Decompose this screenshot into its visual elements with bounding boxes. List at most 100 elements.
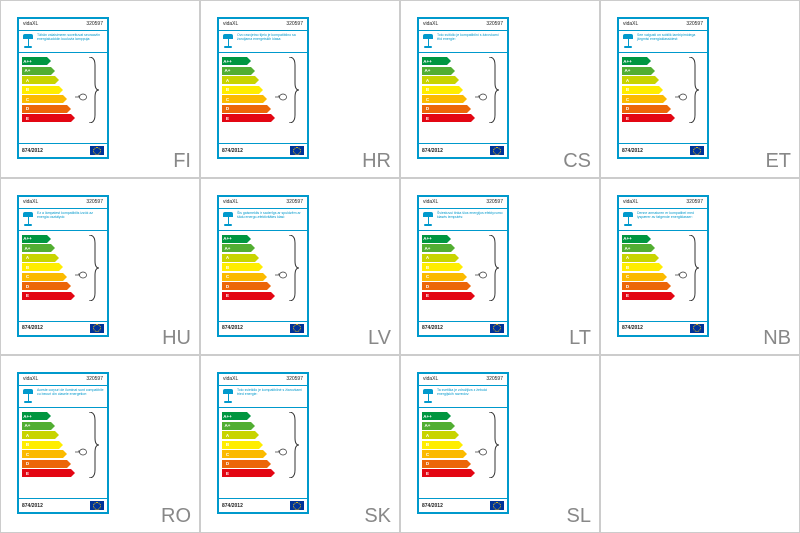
energy-bar-arrow bbox=[433, 263, 459, 271]
energy-bar-arrow bbox=[633, 282, 667, 290]
bracket-icon bbox=[687, 235, 699, 301]
model-text: 320597 bbox=[86, 199, 103, 205]
energy-bar-arrow bbox=[233, 450, 263, 458]
energy-label: vidaXL320597Šis gaismeklis ir saderīgs a… bbox=[217, 195, 309, 337]
energy-class-label: A+ bbox=[222, 422, 233, 430]
energy-bar-arrow bbox=[33, 412, 47, 420]
energy-bar-arrow bbox=[633, 263, 659, 271]
energy-bar-arrow bbox=[33, 273, 63, 281]
eu-flag-icon bbox=[290, 324, 304, 333]
energy-bar-arrow bbox=[633, 235, 647, 243]
energy-class-label: A++ bbox=[222, 57, 233, 65]
energy-bar-arrow bbox=[633, 67, 651, 75]
model-text: 320597 bbox=[286, 199, 303, 205]
energy-class-label: A+ bbox=[22, 244, 33, 252]
energy-class-label: E bbox=[422, 114, 433, 122]
description-text: Denne armaturen er kompatibel med lyspær… bbox=[637, 211, 704, 219]
energy-bar-arrow bbox=[633, 86, 659, 94]
energy-label: vidaXL320597Ta svetilka je združljiva z … bbox=[417, 372, 509, 514]
label-footer: 874/2012 bbox=[419, 143, 507, 157]
energy-class-label: C bbox=[22, 273, 33, 281]
bulb-icon bbox=[475, 89, 487, 99]
energy-class-label: A bbox=[22, 431, 33, 439]
model-text: 320597 bbox=[686, 199, 703, 205]
bulb-icon bbox=[475, 444, 487, 454]
bracket-icon bbox=[287, 235, 299, 301]
energy-class-label: A++ bbox=[222, 235, 233, 243]
model-text: 320597 bbox=[86, 376, 103, 382]
energy-class-label: A+ bbox=[422, 422, 433, 430]
energy-bar-arrow bbox=[33, 469, 71, 477]
energy-class-label: A++ bbox=[422, 57, 433, 65]
label-footer: 874/2012 bbox=[419, 321, 507, 335]
brand-text: vidaXL bbox=[223, 376, 238, 382]
description-row: Šviestuvui tinka šios energijos efektyvu… bbox=[419, 209, 507, 231]
brand-text: vidaXL bbox=[423, 21, 438, 27]
energy-chart: A++A+ABCDE bbox=[419, 408, 507, 498]
bulb-icon bbox=[275, 89, 287, 99]
label-footer: 874/2012 bbox=[419, 498, 507, 512]
energy-bar-arrow bbox=[33, 114, 71, 122]
bracket-icon bbox=[487, 235, 499, 301]
label-header: vidaXL320597 bbox=[219, 374, 307, 386]
model-text: 320597 bbox=[486, 199, 503, 205]
energy-bar-arrow bbox=[433, 244, 451, 252]
description-text: Ez a lámpatest kompatibilis izzók az ene… bbox=[37, 211, 104, 219]
label-footer: 874/2012 bbox=[19, 321, 107, 335]
energy-class-label: D bbox=[22, 105, 33, 113]
regulation-text: 874/2012 bbox=[222, 325, 243, 331]
bracket-icon bbox=[287, 412, 299, 478]
description-row: Toto svítidlo je kompatibilní s žárovkam… bbox=[419, 31, 507, 53]
language-code: SL bbox=[567, 505, 591, 528]
energy-label: vidaXL320597Aceste corpuri de iluminat s… bbox=[17, 372, 109, 514]
energy-class-label: A++ bbox=[622, 57, 633, 65]
description-text: Ovo rasvjetno tijelo je kompatibilno sa … bbox=[237, 33, 304, 41]
energy-bar-arrow bbox=[433, 95, 463, 103]
description-row: Denne armaturen er kompatibel med lyspær… bbox=[619, 209, 707, 231]
description-text: Toto svítidlo je kompatibilní s žárovkam… bbox=[437, 33, 504, 41]
energy-class-label: C bbox=[22, 95, 33, 103]
energy-label: vidaXL320597Toto svítidlo je kompatibiln… bbox=[417, 17, 509, 159]
energy-bar-arrow bbox=[33, 67, 51, 75]
description-text: Šviestuvui tinka šios energijos efektyvu… bbox=[437, 211, 504, 219]
energy-class-label: C bbox=[222, 273, 233, 281]
lamp-icon bbox=[222, 211, 234, 227]
energy-class-label: D bbox=[422, 282, 433, 290]
energy-label: vidaXL320597See valgusti on sobilik lamb… bbox=[617, 17, 709, 159]
energy-class-label: A bbox=[22, 76, 33, 84]
energy-bar-arrow bbox=[633, 114, 671, 122]
energy-class-label: A++ bbox=[22, 412, 33, 420]
label-cell: vidaXL320597Ta svetilka je združljiva z … bbox=[400, 355, 600, 533]
energy-class-label: B bbox=[422, 441, 433, 449]
energy-bar-arrow bbox=[433, 431, 455, 439]
energy-chart: A++A+ABCDE bbox=[219, 231, 307, 321]
energy-class-label: A++ bbox=[422, 235, 433, 243]
energy-bar-arrow bbox=[233, 292, 271, 300]
energy-bar-arrow bbox=[433, 86, 459, 94]
bulb-icon bbox=[675, 89, 687, 99]
energy-bar-arrow bbox=[233, 95, 263, 103]
energy-bar-arrow bbox=[433, 422, 451, 430]
description-text: Šis gaismeklis ir saderīgs ar spuldzēm a… bbox=[237, 211, 304, 219]
bracket-icon bbox=[687, 57, 699, 123]
label-footer: 874/2012 bbox=[619, 321, 707, 335]
description-text: Toto svietidlo je kompatibilné s žiarovk… bbox=[237, 388, 304, 396]
energy-bar-arrow bbox=[433, 254, 455, 262]
bulb-icon bbox=[75, 444, 87, 454]
energy-class-label: A++ bbox=[22, 57, 33, 65]
energy-class-label: C bbox=[422, 273, 433, 281]
energy-class-label: E bbox=[222, 292, 233, 300]
energy-bar-arrow bbox=[233, 460, 267, 468]
energy-label: vidaXL320597Tähän valaisimeen soveltuvat… bbox=[17, 17, 109, 159]
energy-bar-arrow bbox=[33, 282, 67, 290]
eu-flag-icon bbox=[90, 146, 104, 155]
language-code: RO bbox=[161, 505, 191, 528]
model-text: 320597 bbox=[286, 21, 303, 27]
energy-class-label: B bbox=[422, 263, 433, 271]
label-cell: vidaXL320597Aceste corpuri de iluminat s… bbox=[0, 355, 200, 533]
label-header: vidaXL320597 bbox=[19, 197, 107, 209]
lamp-icon bbox=[622, 211, 634, 227]
brand-text: vidaXL bbox=[423, 199, 438, 205]
label-header: vidaXL320597 bbox=[219, 19, 307, 31]
energy-bar-arrow bbox=[433, 412, 447, 420]
